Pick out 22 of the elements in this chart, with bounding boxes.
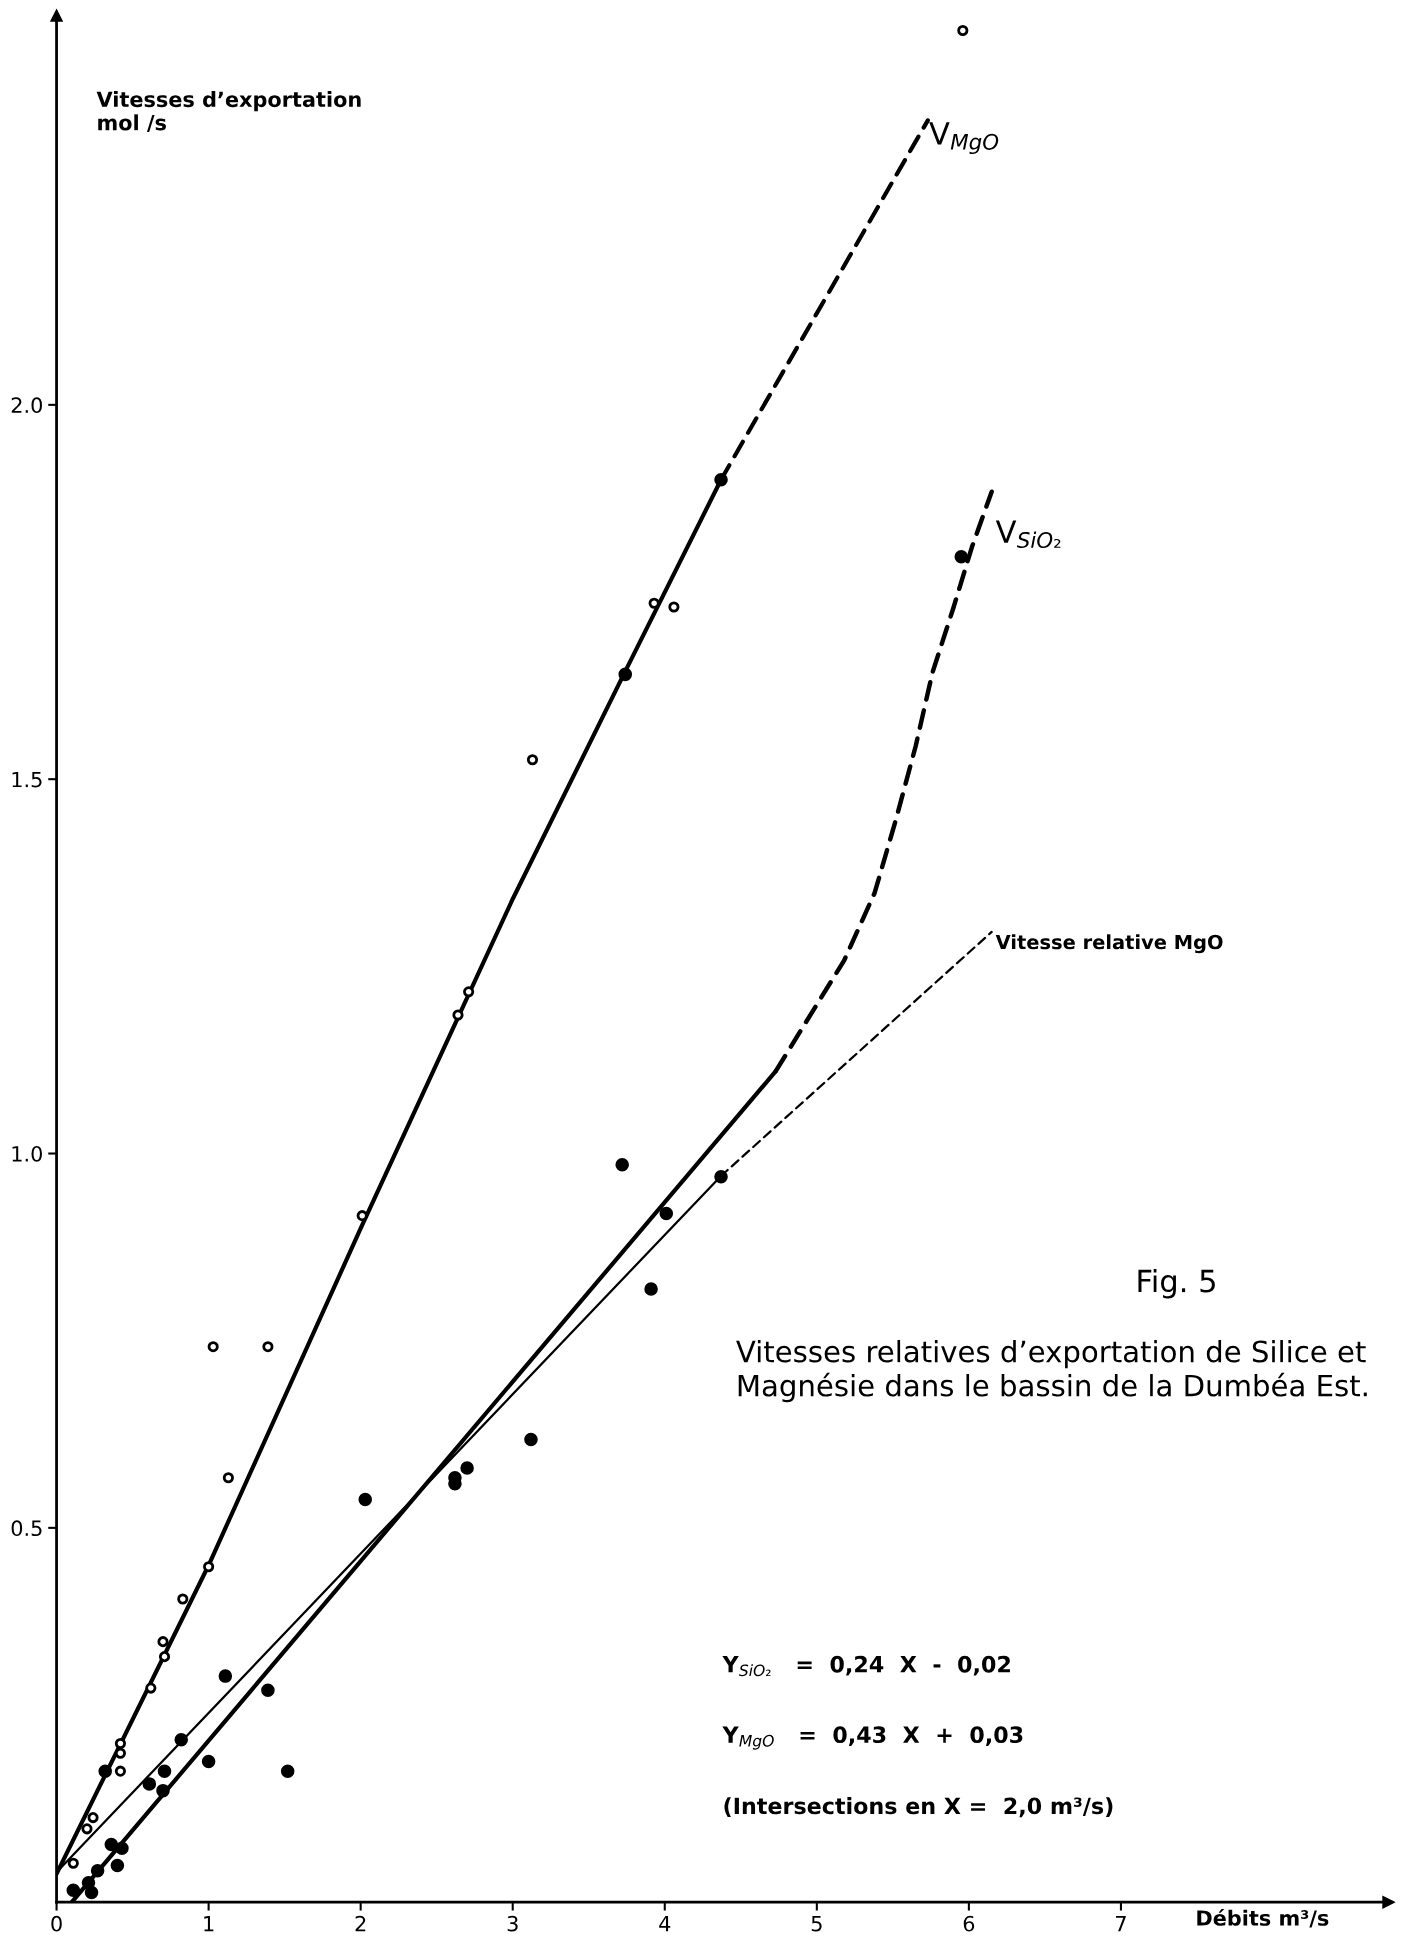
text: Vitesses relatives d’exportation de Silice et Magnésie dans le bassin de la Dumbéa Est. [736, 1339, 1367, 1403]
text: Fig. 5 [1138, 1268, 1215, 1299]
x-tick-label: 6 [963, 1915, 975, 1932]
x-tick-label: 4 [659, 1916, 671, 1932]
text: Y$_{SiO₂}$ = 0,24 X - 0,02 [722, 1655, 1010, 1677]
annotation: V$_{SiO₂}$ [995, 520, 1061, 549]
annotation: Vitesse relative MgO [995, 934, 1223, 954]
y-tick-label: 2.0 [11, 397, 42, 414]
x-tick-label: 5 [811, 1916, 822, 1932]
y-tick-label: 0.5 [11, 1520, 42, 1537]
text: Y$_{MgO}$ = 0,43 X + 0,03 [722, 1726, 1023, 1750]
y-tick-label: 1.5 [12, 771, 42, 788]
x-axis-title: Débits m³/s [1197, 1908, 1329, 1928]
y-axis-title: Vitesses d’exportation mol /s [96, 91, 361, 133]
y-tick-label: 1.0 [12, 1145, 42, 1162]
annotation: (Intersections en X = 2,0 m³/s) [724, 1797, 1113, 1818]
x-tick-label: 3 [507, 1915, 518, 1932]
x-tick-label: 1 [204, 1916, 214, 1932]
x-tick-label: 2 [355, 1915, 366, 1932]
x-tick-label: 7 [1116, 1916, 1126, 1932]
x-tick-label: 0 [51, 1915, 62, 1932]
annotation: V$_{MgO}$ [929, 122, 999, 155]
